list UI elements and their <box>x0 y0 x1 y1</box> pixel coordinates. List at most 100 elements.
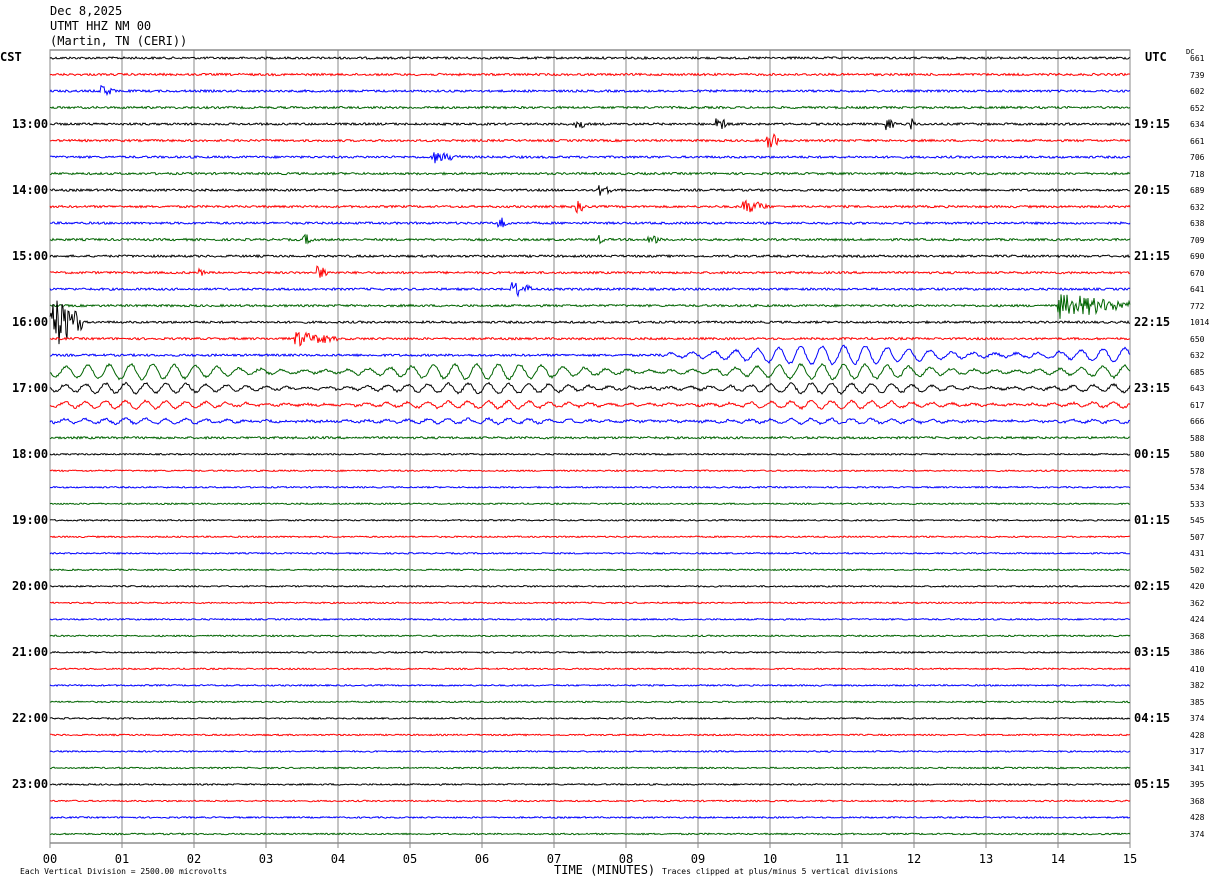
seismic-trace <box>49 217 1131 228</box>
cst-hour-label: 23:00 <box>12 777 49 792</box>
x-tick-label: 14 <box>1050 852 1066 866</box>
x-tick-label: 10 <box>762 852 778 866</box>
seismic-trace <box>50 584 1131 588</box>
dc-offset-value: 534 <box>1190 483 1205 493</box>
seismic-trace <box>49 55 1131 61</box>
seismic-trace <box>49 832 1131 836</box>
dc-offset-value: 661 <box>1190 136 1205 146</box>
dc-offset-value: 634 <box>1190 120 1205 130</box>
seismic-trace <box>49 152 1131 164</box>
scale-note: Each Vertical Division = 2500.00 microvo… <box>20 867 228 876</box>
dc-offset-value: 410 <box>1190 664 1205 674</box>
dc-offset-value: 502 <box>1190 565 1205 575</box>
dc-offset-value: 666 <box>1190 417 1205 427</box>
dc-offset-value: 739 <box>1190 70 1205 80</box>
seismic-trace <box>49 634 1131 638</box>
station-location: (Martin, TN (CERI)) <box>50 34 188 48</box>
cst-hour-label: 17:00 <box>12 381 49 396</box>
dc-offset-value: 431 <box>1190 549 1205 559</box>
dc-offset-value: 690 <box>1190 252 1205 262</box>
seismic-trace <box>49 399 1131 411</box>
dc-offset-value: 382 <box>1190 681 1205 691</box>
dc-offset-value: 428 <box>1190 730 1205 740</box>
dc-offset-value: 368 <box>1190 796 1205 806</box>
cst-hour-label: 14:00 <box>12 183 49 198</box>
dc-offset-value: 507 <box>1190 532 1205 542</box>
seismic-trace <box>49 171 1131 176</box>
dc-offset-value: 578 <box>1190 466 1205 476</box>
dc-offset-value: 602 <box>1190 87 1205 97</box>
dc-offset-value: 652 <box>1190 103 1205 113</box>
x-tick-label: 06 <box>474 852 490 866</box>
utc-hour-label: 20:15 <box>1134 183 1171 198</box>
seismic-trace <box>49 294 1131 319</box>
x-tick-label: 01 <box>114 852 130 866</box>
x-tick-label: 13 <box>978 852 994 866</box>
dc-offset-value: 617 <box>1190 400 1205 410</box>
seismic-trace <box>49 199 1131 214</box>
dc-offset-value: 709 <box>1190 235 1205 245</box>
plot-date: Dec 8,2025 <box>50 4 123 18</box>
dc-offset-value: 588 <box>1190 433 1205 443</box>
utc-hour-label: 03:15 <box>1134 645 1171 660</box>
seismic-trace <box>49 815 1130 820</box>
seismic-trace <box>49 469 1131 473</box>
seismic-trace <box>49 118 1131 131</box>
dc-offset-value: 632 <box>1190 351 1205 361</box>
seismic-trace <box>49 452 1131 456</box>
dc-offset-value: 638 <box>1190 219 1205 229</box>
dc-offset-value: 650 <box>1190 334 1205 344</box>
cst-hour-label: 15:00 <box>12 249 49 264</box>
seismic-trace <box>49 362 1131 381</box>
cst-hour-label: 16:00 <box>12 315 49 330</box>
seismic-trace <box>49 551 1130 555</box>
cst-hour-label: 21:00 <box>12 645 49 660</box>
x-tick-label: 00 <box>42 852 58 866</box>
dc-offset-value: 643 <box>1190 384 1205 394</box>
dc-offset-value: 670 <box>1190 268 1205 278</box>
seismic-trace <box>49 233 1131 245</box>
seismic-trace <box>49 535 1131 539</box>
seismic-trace <box>49 133 1131 148</box>
dc-offset-value: 545 <box>1190 516 1205 526</box>
seismic-trace <box>49 72 1131 77</box>
seismic-trace <box>49 700 1131 704</box>
dc-offset-value: 428 <box>1190 813 1205 823</box>
seismic-trace <box>49 381 1131 396</box>
x-tick-label: 09 <box>690 852 706 866</box>
seismic-trace <box>49 282 1131 298</box>
seismic-trace <box>49 502 1131 506</box>
dc-offset-value: 317 <box>1190 747 1205 757</box>
seismic-trace <box>49 650 1131 654</box>
dc-offset-value: 374 <box>1190 829 1205 839</box>
dc-offset-value: 368 <box>1190 631 1205 641</box>
seismic-trace <box>50 344 1131 366</box>
seismic-trace <box>49 766 1131 770</box>
dc-offset-value: 385 <box>1190 697 1205 707</box>
x-tick-label: 05 <box>402 852 418 866</box>
dc-offset-value: 580 <box>1190 450 1205 460</box>
dc-offset-value: 641 <box>1190 285 1205 295</box>
seismic-trace <box>50 265 1131 278</box>
dc-offset-value: 685 <box>1190 367 1205 377</box>
x-tick-label: 07 <box>546 852 562 866</box>
dc-offset-value: 632 <box>1190 202 1205 212</box>
dc-offset-value: 374 <box>1190 714 1205 724</box>
seismic-trace <box>49 733 1131 737</box>
cst-hour-label: 22:00 <box>12 711 49 726</box>
x-tick-label: 12 <box>906 852 922 866</box>
utc-hour-label: 21:15 <box>1134 249 1171 264</box>
seismic-trace <box>49 601 1131 605</box>
dc-offset-value: 533 <box>1190 499 1205 509</box>
cst-hour-label: 20:00 <box>12 579 49 594</box>
seismic-trace <box>49 84 1131 97</box>
x-axis-label: TIME (MINUTES) <box>554 863 656 877</box>
dc-offset-value: 424 <box>1190 615 1205 625</box>
left-timezone: CST <box>0 50 22 64</box>
seismic-trace <box>49 485 1131 489</box>
dc-offset-value: 772 <box>1190 301 1205 311</box>
dc-offset-value: 420 <box>1190 582 1205 592</box>
seismic-trace <box>49 435 1131 440</box>
seismic-trace <box>49 253 1131 259</box>
